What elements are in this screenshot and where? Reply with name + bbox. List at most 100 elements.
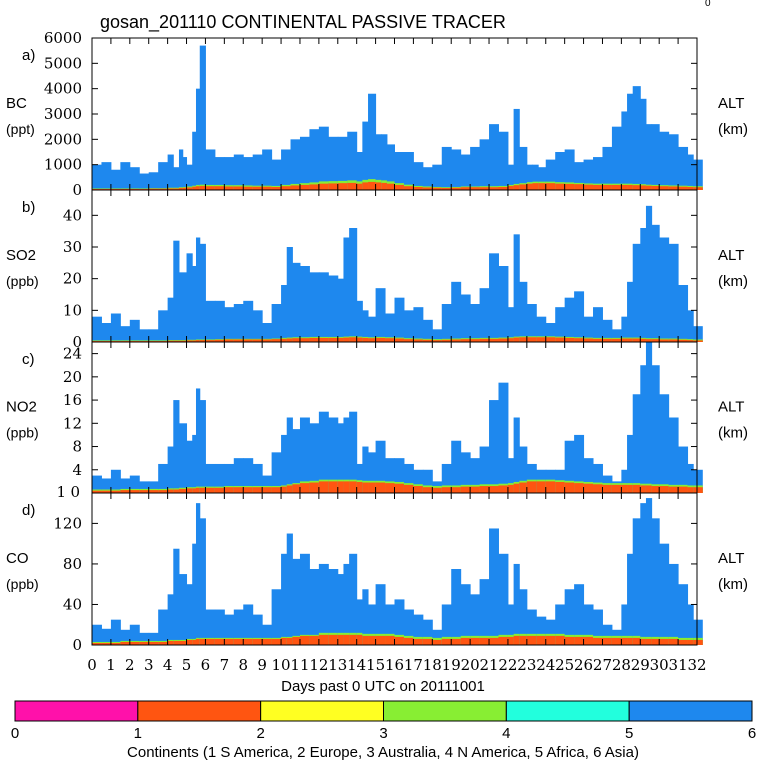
colorbar-segment (137, 700, 262, 722)
asia-bar (678, 146, 689, 190)
europe-bar (536, 337, 547, 342)
alt-label: ALT (718, 95, 744, 112)
europe-bar (167, 188, 174, 190)
europe-bar (602, 484, 613, 493)
asia-bar (356, 300, 363, 342)
europe-bar (564, 337, 575, 342)
europe-bar (167, 640, 174, 645)
alt-unit-label: (km) (718, 273, 748, 290)
asia-bar (422, 619, 433, 645)
europe-bar (347, 182, 358, 190)
europe-bar (309, 337, 320, 342)
europe-bar (564, 482, 575, 493)
europe-bar (318, 337, 329, 342)
asia-bar (519, 146, 528, 190)
europe-bar (498, 485, 509, 493)
asia-bar (687, 310, 694, 342)
europe-bar (129, 490, 140, 493)
unit-label: (ppb) (6, 424, 39, 440)
asia-bar (394, 458, 405, 493)
europe-bar (651, 486, 660, 493)
europe-bar (621, 484, 628, 493)
europe-bar (299, 184, 310, 190)
asia-bar (328, 275, 339, 342)
asia-bar (173, 167, 180, 190)
europe-bar (224, 339, 235, 342)
europe-bar (318, 183, 329, 190)
asia-bar (403, 152, 414, 190)
europe-bar (470, 187, 481, 190)
y-tick-label: 20 (63, 368, 82, 386)
europe-bar (214, 487, 225, 493)
europe-bar (536, 481, 547, 493)
asia-bar (356, 599, 363, 645)
asia-bar (199, 518, 206, 645)
europe-bar (693, 187, 703, 190)
europe-bar (460, 486, 471, 493)
europe-bar (182, 187, 188, 190)
europe-bar (375, 182, 382, 190)
asia-bar (368, 93, 377, 190)
asia-bar (186, 440, 193, 493)
europe-bar (526, 481, 537, 493)
europe-bar (178, 187, 184, 190)
europe-bar (101, 642, 112, 645)
species-label: SO2 (6, 247, 36, 264)
europe-bar (640, 638, 647, 645)
europe-bar (368, 338, 377, 342)
europe-bar (362, 635, 369, 645)
asia-bar (621, 604, 628, 645)
europe-bar (479, 486, 490, 493)
europe-bar (593, 338, 603, 342)
asia-bar (173, 240, 180, 342)
europe-bar (120, 490, 131, 493)
europe-bar (318, 481, 329, 493)
asia-bar (243, 300, 254, 342)
asia-bar (627, 434, 634, 493)
europe-bar (432, 340, 443, 342)
asia-bar (678, 446, 689, 493)
europe-bar (621, 338, 628, 342)
asia-bar (593, 463, 603, 493)
asia-bar (233, 304, 244, 342)
europe-bar (693, 340, 703, 342)
asia-bar (513, 234, 520, 342)
asia-bar (139, 632, 150, 645)
asia-bar (167, 154, 174, 190)
x-tick-label: 10 (272, 656, 291, 674)
asia-bar (526, 304, 537, 342)
asia-bar (651, 124, 660, 190)
y-tick-label: 8 (72, 438, 82, 456)
europe-bar (507, 636, 515, 645)
asia-bar (693, 619, 703, 645)
europe-bar (158, 490, 169, 493)
asia-bar (309, 569, 320, 645)
europe-bar (498, 186, 509, 190)
europe-bar (574, 338, 585, 342)
colorbar-segment (505, 700, 630, 722)
asia-bar (243, 458, 254, 493)
europe-bar (281, 338, 288, 342)
asia-bar (687, 463, 694, 493)
asia-bar (611, 329, 622, 342)
y-tick-label: 3000 (44, 105, 82, 123)
asia-bar (470, 594, 481, 645)
asia-bar (262, 149, 273, 190)
x-tick-label: 27 (593, 656, 612, 674)
europe-bar (538, 183, 547, 190)
x-tick-label: 29 (631, 656, 650, 674)
asia-bar (167, 594, 174, 645)
europe-bar (536, 635, 547, 645)
asia-bar (583, 316, 594, 342)
asia-bar (678, 285, 689, 342)
asia-bar (337, 574, 344, 645)
europe-bar (460, 637, 471, 645)
asia-bar (292, 429, 301, 493)
asia-bar (186, 584, 193, 645)
asia-bar (602, 319, 613, 342)
alt-label: ALT (718, 550, 744, 567)
europe-bar (668, 486, 679, 493)
europe-bar (92, 642, 102, 645)
asia-bar (214, 609, 225, 645)
europe-bar (271, 487, 282, 493)
